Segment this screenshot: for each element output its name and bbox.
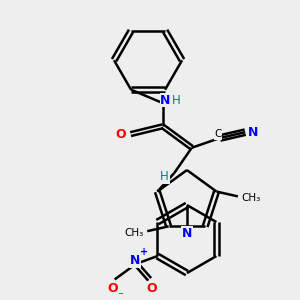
Text: O: O bbox=[146, 282, 157, 295]
Text: N: N bbox=[160, 94, 171, 106]
Text: N: N bbox=[248, 126, 258, 139]
Text: +: + bbox=[140, 247, 148, 257]
Text: CH₃: CH₃ bbox=[124, 228, 143, 238]
Text: O: O bbox=[116, 128, 126, 141]
Text: H: H bbox=[160, 170, 169, 183]
Text: C: C bbox=[214, 129, 222, 139]
Text: H: H bbox=[172, 94, 181, 106]
Text: CH₃: CH₃ bbox=[242, 194, 261, 203]
Text: O: O bbox=[107, 282, 118, 295]
Text: N: N bbox=[182, 227, 192, 240]
Text: ⁻: ⁻ bbox=[118, 291, 124, 300]
Text: N: N bbox=[130, 254, 140, 267]
